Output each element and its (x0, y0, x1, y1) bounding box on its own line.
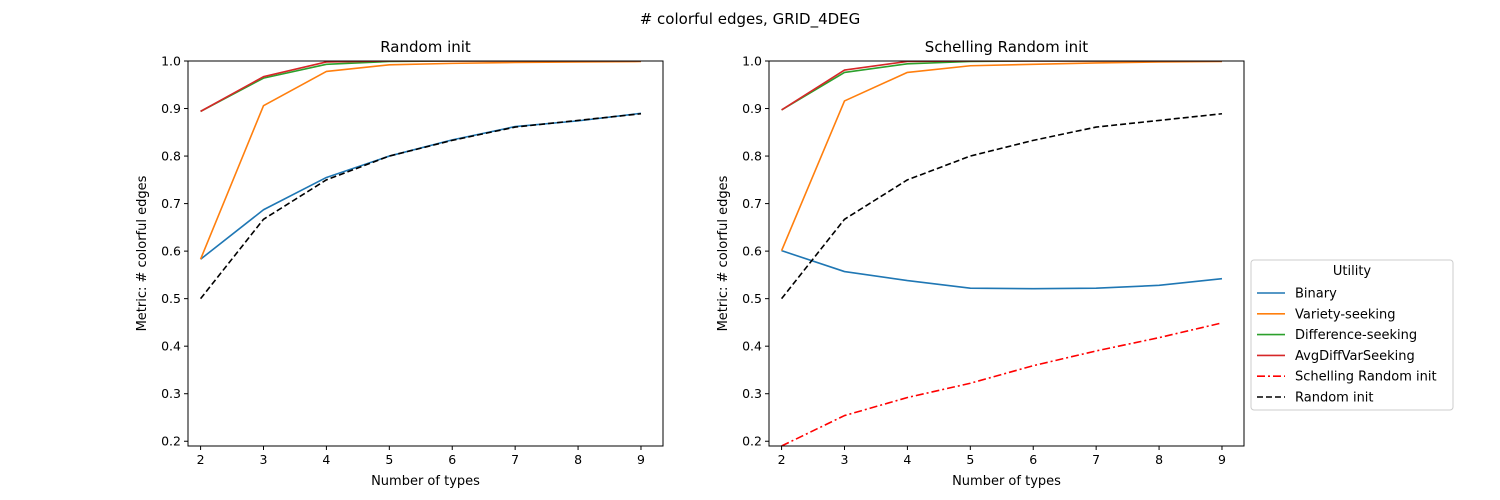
legend-title: Utility (1333, 264, 1372, 279)
series-line-variety-seeking (199, 61, 641, 260)
x-tick-label: 3 (260, 452, 268, 467)
y-tick-label: 0.9 (742, 101, 762, 116)
x-tick-label: 5 (385, 452, 393, 467)
legend-label-variety-seeking: Variety-seeking (1295, 307, 1395, 322)
x-tick-label: 2 (197, 452, 205, 467)
legend-box (1250, 259, 1454, 411)
y-tick-label: 0.6 (161, 244, 181, 259)
legend-label-schelling-random-init: Schelling Random init (1295, 370, 1437, 385)
y-tick-label: 0.2 (161, 434, 181, 449)
x-tick-label: 8 (574, 452, 582, 467)
y-tick-label: 0.7 (742, 196, 762, 211)
y-tick-label: 1.0 (742, 54, 762, 69)
y-tick-label: 0.3 (161, 386, 181, 401)
x-tick-label: 5 (966, 452, 974, 467)
legend-label-difference-seeking: Difference-seeking (1295, 328, 1417, 343)
series-line-avgdiffvarseeking (200, 61, 641, 113)
figure-title: # colorful edges, GRID_4DEG (640, 10, 861, 29)
axes-frame (768, 60, 1245, 447)
y-tick-label: 1.0 (161, 54, 181, 69)
series-line-binary (781, 249, 1223, 290)
legend-label-avgdiffvarseeking: AvgDiffVarSeeking (1295, 349, 1415, 364)
x-tick-label: 8 (1155, 452, 1163, 467)
legend-label-random-init: Random init (1295, 391, 1374, 406)
y-tick-label: 0.6 (742, 244, 762, 259)
y-tick-label: 0.4 (161, 339, 181, 354)
y-tick-label: 0.7 (161, 196, 181, 211)
y-tick-label: 0.5 (742, 291, 762, 306)
x-axis-label: Number of types (371, 474, 480, 489)
plot-random-init: Random init 2 3 4 5 6 7 8 9 0.2 0.3 0.4 0.5 0.6 0.7 0.8… (135, 38, 664, 489)
x-tick-label: 9 (637, 452, 645, 467)
y-tick-label: 0.3 (742, 386, 762, 401)
series-line-variety-seeking (780, 61, 1222, 251)
plot-schelling-random-init: Schelling Random init 2 3 4 5 6 7 8 9 0.2 0.3 0.4 0.… (716, 38, 1245, 489)
series-line-avgdiffvarseeking (781, 61, 1222, 111)
y-tick-label: 0.9 (161, 101, 181, 116)
x-tick-label: 2 (778, 452, 786, 467)
legend-label-binary: Binary (1295, 287, 1337, 302)
y-tick-label: 0.2 (742, 434, 762, 449)
y-tick-label: 0.4 (742, 339, 762, 354)
y-tick-label: 0.8 (161, 149, 181, 164)
axes-frame (187, 60, 664, 447)
x-tick-label: 6 (448, 452, 456, 467)
y-tick-label: 0.5 (161, 291, 181, 306)
legend: Utility Binary Variety-seeking Difference-s… (1250, 259, 1454, 411)
x-axis-label: Number of types (952, 474, 1061, 489)
plot-title: Random init (380, 38, 471, 56)
y-tick-label: 0.8 (742, 149, 762, 164)
x-tick-label: 9 (1218, 452, 1226, 467)
x-tick-label: 6 (1029, 452, 1037, 467)
series-line-random-init (199, 112, 642, 300)
x-tick-label: 7 (1092, 452, 1100, 467)
x-tick-label: 3 (841, 452, 849, 467)
x-tick-label: 4 (903, 452, 911, 467)
y-axis-label: Metric: # colorful edges (135, 175, 150, 331)
series-line-random-init (780, 112, 1223, 300)
x-tick-label: 7 (511, 452, 519, 467)
plot-title: Schelling Random init (925, 38, 1089, 56)
series-line-schelling-random-init (781, 322, 1223, 446)
y-axis-label: Metric: # colorful edges (716, 175, 731, 331)
x-tick-label: 4 (322, 452, 330, 467)
